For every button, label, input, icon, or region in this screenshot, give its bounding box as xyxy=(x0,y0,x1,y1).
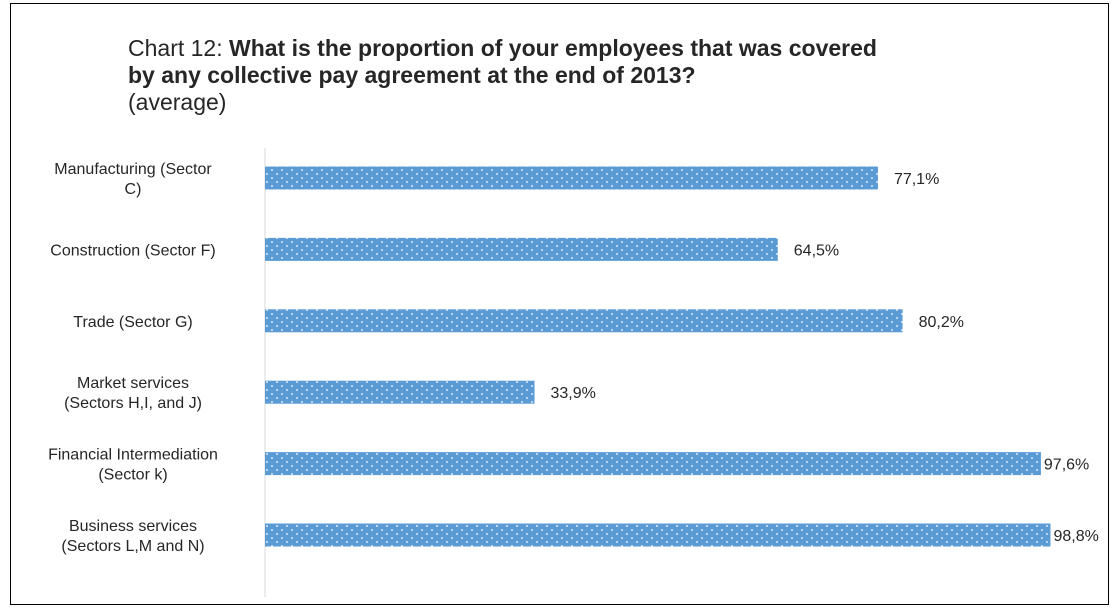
data-label-5: 98,8% xyxy=(1053,528,1098,545)
category-label-1: Construction (Sector F) xyxy=(50,242,215,259)
category-label-4: Financial Intermediation (Sector k) xyxy=(48,447,218,484)
category-label-2: Trade (Sector G) xyxy=(73,314,192,331)
bar-3 xyxy=(265,380,535,404)
bar-4 xyxy=(265,452,1041,476)
chart-subtitle: (average) xyxy=(128,89,227,115)
bar-2 xyxy=(265,309,903,333)
chart-title: Chart 12: What is the proportion of your… xyxy=(128,35,1028,116)
data-label-1: 64,5% xyxy=(794,242,839,259)
category-label-0: Manufacturing (Sector C) xyxy=(54,161,212,198)
data-label-0: 77,1% xyxy=(894,171,939,188)
category-label-3: Market services (Sectors H,I, and J) xyxy=(64,375,202,412)
chart-title-question-line1: What is the proportion of your employees… xyxy=(229,35,877,61)
bar-0 xyxy=(265,166,878,190)
data-label-2: 80,2% xyxy=(919,314,964,331)
chart-title-question-line2: by any collective pay agreement at the e… xyxy=(128,62,696,88)
data-label-3: 33,9% xyxy=(551,385,596,402)
category-label-5: Business services (Sectors L,M and N) xyxy=(61,518,204,555)
bar-1 xyxy=(265,237,778,261)
bar-5 xyxy=(265,523,1051,547)
bar-series: 77,1% Manufacturing (Sector C) 64,5% Constru… xyxy=(48,161,1099,555)
data-label-4: 97,6% xyxy=(1044,457,1089,474)
chart-frame xyxy=(10,3,1109,605)
chart-title-prefix: Chart 12: xyxy=(128,35,223,61)
